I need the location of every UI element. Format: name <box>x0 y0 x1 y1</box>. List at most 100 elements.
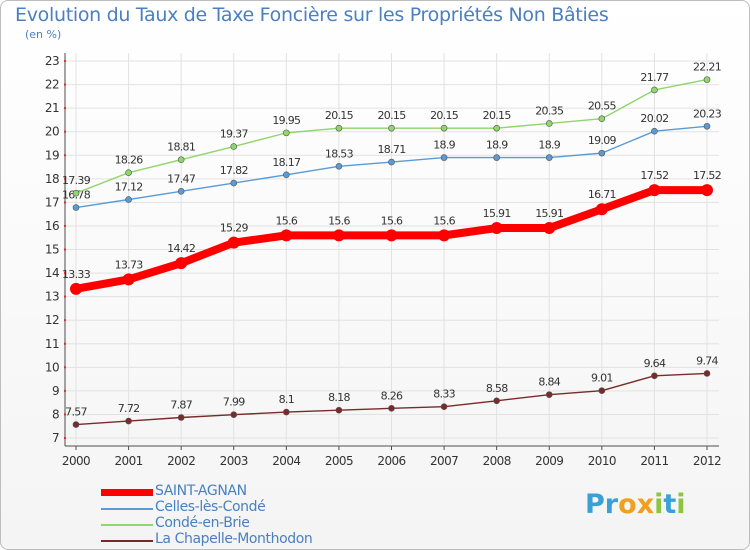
data-point-saint-agnan <box>280 229 293 242</box>
y-tick-mark <box>64 413 66 416</box>
x-tick-label: 2009 <box>535 454 563 468</box>
y-tick-label: 8 <box>52 407 59 421</box>
y-tick-label: 16 <box>45 219 59 233</box>
data-label-celles-les-conde: 18.9 <box>538 139 560 152</box>
data-point-celles-les-conde <box>440 154 448 161</box>
data-point-conde-en-brie <box>283 129 290 137</box>
y-tick-label: 11 <box>45 337 59 351</box>
data-label-la-chapelle-monthodon: 8.1 <box>279 393 294 406</box>
y-tick-mark <box>64 83 66 86</box>
data-label-saint-agnan: 15.6 <box>433 214 455 227</box>
data-label-conde-en-brie: 19.37 <box>220 128 249 141</box>
chart-title: Evolution du Taux de Taxe Foncière sur l… <box>15 4 609 26</box>
data-point-la-chapelle-monthodon <box>545 391 553 398</box>
data-point-conde-en-brie <box>703 76 711 83</box>
x-tick-label: 2005 <box>325 454 353 468</box>
data-label-la-chapelle-monthodon: 8.26 <box>381 389 403 402</box>
legend-label: SAINT-AGNAN <box>155 483 247 499</box>
data-point-conde-en-brie <box>335 124 343 132</box>
logo-letter: i <box>676 489 686 520</box>
data-point-celles-les-conde <box>651 127 658 135</box>
y-tick-label: 22 <box>45 78 59 92</box>
data-label-la-chapelle-monthodon: 7.72 <box>118 402 140 415</box>
data-label-saint-agnan: 17.52 <box>640 169 668 182</box>
data-point-conde-en-brie <box>125 169 132 176</box>
y-tick-label: 7 <box>52 431 59 445</box>
data-label-celles-les-conde: 20.23 <box>693 107 722 120</box>
data-point-saint-agnan <box>175 257 188 270</box>
proxiti-logo: Proxiti <box>585 489 686 520</box>
data-point-saint-agnan <box>227 236 240 249</box>
data-label-conde-en-brie: 20.15 <box>483 109 512 122</box>
x-tick-label: 2011 <box>640 454 668 468</box>
y-tick-label: 12 <box>45 313 59 327</box>
y-tick-mark <box>64 389 66 392</box>
data-label-saint-agnan: 17.52 <box>693 169 721 182</box>
data-label-la-chapelle-monthodon: 7.57 <box>65 406 87 419</box>
y-tick-label: 20 <box>45 125 59 139</box>
y-tick-mark <box>64 272 66 275</box>
data-point-la-chapelle-monthodon <box>72 421 80 428</box>
data-point-saint-agnan <box>648 184 661 197</box>
data-point-conde-en-brie <box>651 86 658 94</box>
data-point-celles-les-conde <box>493 154 500 161</box>
data-label-conde-en-brie: 18.81 <box>167 141 195 154</box>
data-point-saint-agnan <box>490 222 503 235</box>
y-tick-mark <box>64 154 66 157</box>
legend-label: La Chapelle-Monthodon <box>155 531 313 547</box>
data-point-la-chapelle-monthodon <box>651 372 658 380</box>
data-label-conde-en-brie: 20.35 <box>535 104 564 117</box>
data-point-conde-en-brie <box>72 189 80 197</box>
data-label-conde-en-brie: 20.15 <box>430 109 459 122</box>
y-tick-label: 23 <box>45 54 59 68</box>
x-tick-label: 2008 <box>483 454 511 468</box>
data-label-saint-agnan: 15.6 <box>381 214 403 227</box>
data-label-saint-agnan: 15.91 <box>535 207 563 220</box>
data-point-celles-les-conde <box>388 158 395 166</box>
data-point-celles-les-conde <box>177 188 185 195</box>
y-tick-label: 10 <box>45 360 59 374</box>
y-tick-label: 14 <box>45 266 59 280</box>
legend-swatch <box>101 489 153 496</box>
legend-label: Condé-en-Brie <box>155 515 250 531</box>
data-label-la-chapelle-monthodon: 8.58 <box>486 382 508 395</box>
data-point-saint-agnan <box>385 229 398 242</box>
data-point-celles-les-conde <box>283 171 290 179</box>
data-label-saint-agnan: 15.29 <box>220 222 249 235</box>
data-point-celles-les-conde <box>72 204 80 211</box>
y-tick-mark <box>64 319 66 322</box>
data-label-conde-en-brie: 22.21 <box>693 61 721 74</box>
data-label-saint-agnan: 16.71 <box>588 188 616 201</box>
data-point-conde-en-brie <box>545 120 553 127</box>
legend-swatch <box>101 540 153 542</box>
data-label-celles-les-conde: 17.82 <box>220 164 248 177</box>
y-tick-label: 9 <box>52 384 59 398</box>
data-point-celles-les-conde <box>545 154 553 161</box>
data-label-la-chapelle-monthodon: 8.84 <box>538 376 560 389</box>
y-tick-mark <box>64 437 66 439</box>
data-point-la-chapelle-monthodon <box>230 411 238 418</box>
data-point-la-chapelle-monthodon <box>440 403 448 410</box>
data-label-conde-en-brie: 18.26 <box>115 154 144 167</box>
data-label-saint-agnan: 15.6 <box>328 214 350 227</box>
data-label-celles-les-conde: 18.9 <box>433 139 455 152</box>
data-point-la-chapelle-monthodon <box>388 405 395 412</box>
data-label-celles-les-conde: 17.47 <box>167 172 196 185</box>
data-point-conde-en-brie <box>230 143 238 150</box>
x-tick-label: 2004 <box>272 454 300 468</box>
data-point-saint-agnan <box>122 273 135 286</box>
data-label-la-chapelle-monthodon: 9.74 <box>696 354 718 367</box>
y-tick-mark <box>64 130 66 133</box>
data-point-la-chapelle-monthodon <box>283 408 290 416</box>
data-point-celles-les-conde <box>335 163 343 170</box>
data-label-saint-agnan: 14.42 <box>167 242 195 255</box>
logo-letter: o <box>618 489 637 520</box>
y-tick-mark <box>64 248 66 251</box>
y-tick-mark <box>64 201 66 204</box>
data-label-la-chapelle-monthodon: 9.01 <box>591 372 613 385</box>
y-tick-label: 18 <box>45 172 59 186</box>
data-point-conde-en-brie <box>598 115 606 123</box>
data-point-celles-les-conde <box>598 149 606 157</box>
